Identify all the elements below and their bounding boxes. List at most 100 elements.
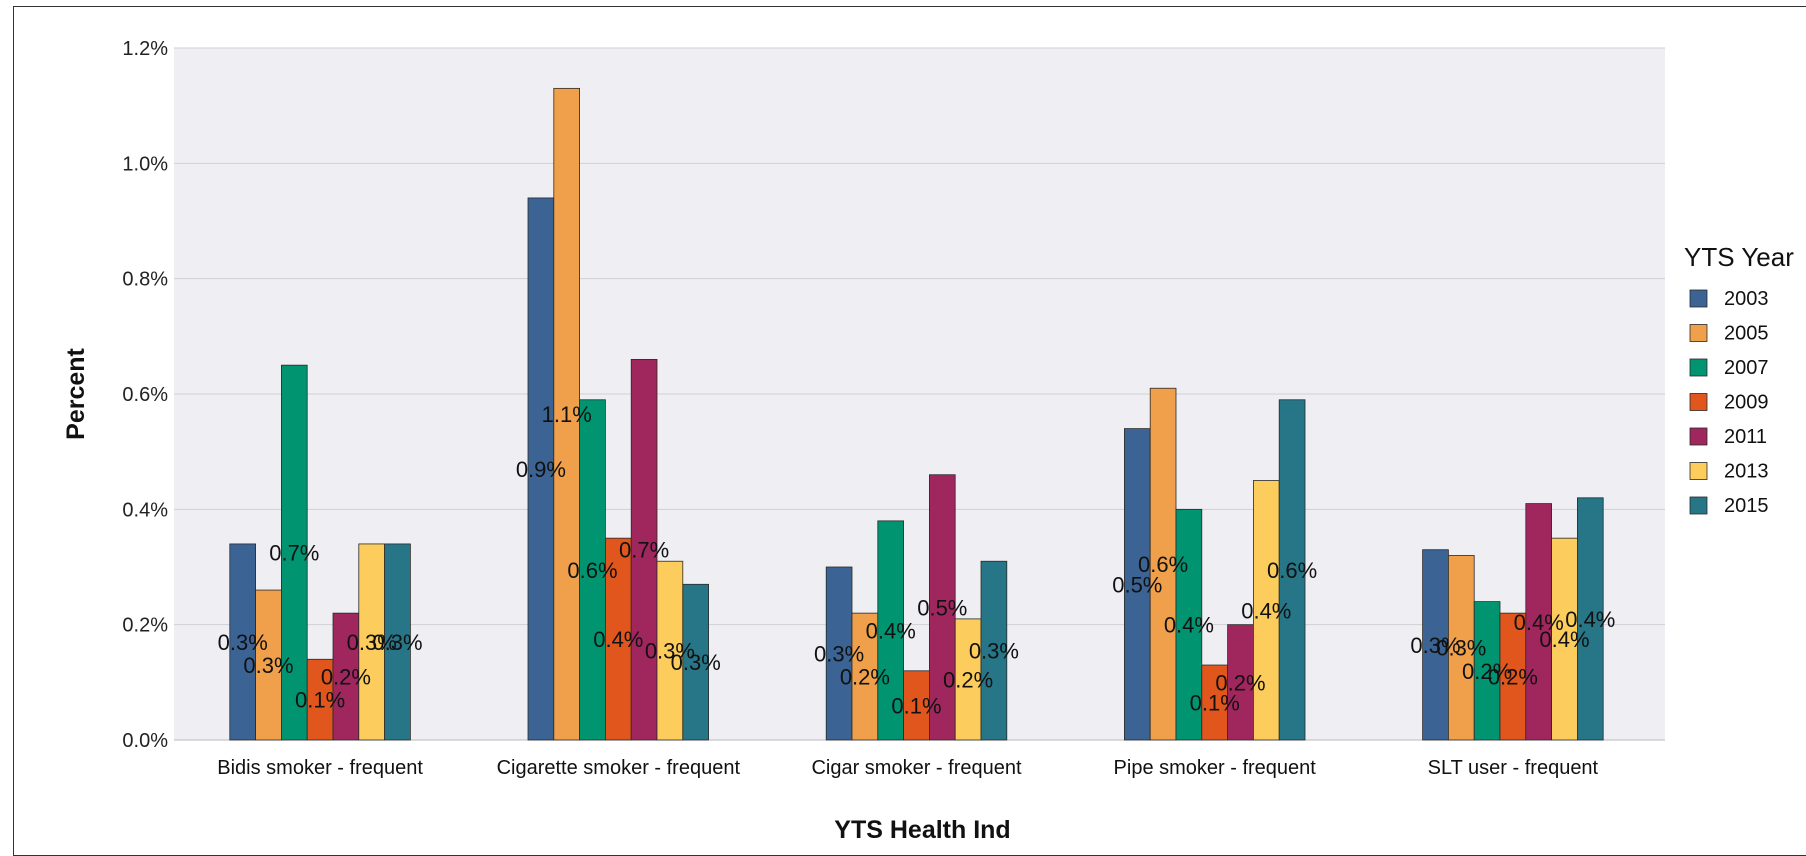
bar	[1253, 480, 1280, 741]
bar	[630, 358, 658, 741]
bar	[553, 87, 580, 741]
legend-swatch	[1689, 289, 1708, 308]
data-label: 0.2%	[321, 665, 371, 690]
x-tick-label: Bidis smoker - frequent	[217, 757, 423, 779]
data-label: 0.6%	[567, 558, 617, 583]
data-label: 0.3%	[645, 639, 695, 664]
bar	[1149, 387, 1177, 741]
bar	[1278, 399, 1306, 741]
data-label: 0.5%	[917, 595, 967, 620]
bar	[929, 474, 956, 741]
bar	[229, 543, 257, 741]
data-label: 0.2%	[943, 667, 993, 692]
data-label: 0.3%	[671, 650, 721, 675]
data-label: 0.9%	[516, 457, 566, 482]
legend-swatch	[1689, 427, 1708, 446]
legend-label: 2003	[1724, 288, 1769, 310]
data-label: 0.7%	[619, 538, 669, 563]
data-label: 0.3%	[347, 630, 397, 655]
x-tick-label: Pipe smoker - frequent	[1114, 757, 1317, 779]
bar	[358, 543, 385, 741]
data-label: 0.1%	[1190, 691, 1240, 716]
data-label: 0.3%	[218, 630, 268, 655]
bar	[877, 520, 904, 741]
legend-label: 2013	[1724, 461, 1769, 483]
bar	[1473, 601, 1501, 741]
data-labels: 0.3%0.3%0.7%0.1%0.2%0.3%0.3%0.9%1.1%0.6%…	[218, 402, 1616, 718]
bar	[1175, 508, 1203, 741]
bars	[229, 87, 1604, 741]
bar	[1227, 624, 1254, 741]
data-label: 0.3%	[372, 630, 422, 655]
bar	[306, 658, 334, 741]
bar	[384, 543, 411, 741]
bar	[1499, 612, 1527, 741]
legend-label: 2011	[1724, 426, 1767, 448]
data-label: 0.7%	[269, 541, 319, 566]
legend-swatch	[1689, 393, 1708, 411]
legend-swatch	[1689, 496, 1708, 515]
data-label: 0.1%	[295, 688, 345, 713]
data-label: 0.1%	[891, 693, 941, 718]
legend-swatch	[1689, 358, 1708, 377]
data-label: 0.4%	[593, 627, 643, 652]
legend-label: 2007	[1724, 357, 1769, 379]
legend-swatch	[1689, 462, 1708, 480]
bar	[605, 537, 632, 741]
x-tick-label: Cigarette smoker - frequent	[497, 757, 741, 779]
y-tick-label: 0.8%	[122, 269, 168, 291]
data-label: 0.4%	[1514, 610, 1564, 635]
bar	[1551, 537, 1578, 741]
legend-label: 2009	[1724, 392, 1769, 414]
data-label: 0.3%	[1436, 636, 1486, 661]
bar	[825, 566, 853, 741]
y-axis-ticks: 0.0% 0.2% 0.4% 0.6% 0.8% 1.0% 1.2%	[122, 38, 168, 752]
data-label: 0.3%	[969, 639, 1019, 664]
x-tick-label: SLT user - frequent	[1428, 757, 1599, 779]
data-label: 1.1%	[542, 402, 592, 427]
legend-label: 2005	[1724, 323, 1769, 345]
bar	[255, 589, 282, 741]
legend: YTS Year 2003 2005 2007 2009 2011 2013 2015	[1684, 242, 1794, 517]
y-tick-label: 0.4%	[122, 499, 168, 521]
data-label: 0.3%	[243, 653, 293, 678]
bar	[332, 612, 360, 741]
data-label: 0.2%	[1215, 670, 1265, 695]
bar	[954, 618, 982, 741]
data-label: 0.4%	[1241, 598, 1291, 623]
y-tick-label: 1.2%	[122, 38, 168, 60]
data-label: 0.6%	[1138, 552, 1188, 577]
data-label: 0.4%	[1164, 613, 1214, 638]
bar	[1525, 503, 1553, 741]
data-label: 0.2%	[840, 665, 890, 690]
bar	[1201, 664, 1229, 741]
bar	[980, 560, 1008, 741]
bar	[1422, 549, 1449, 741]
bar	[1577, 497, 1604, 741]
legend-label: 2015	[1724, 495, 1769, 517]
y-tick-label: 0.6%	[122, 384, 168, 406]
y-tick-label: 1.0%	[122, 153, 168, 175]
legend-title: YTS Year	[1684, 242, 1794, 272]
data-label: 0.4%	[1539, 627, 1589, 652]
y-tick-label: 0.0%	[122, 730, 168, 752]
data-label: 0.5%	[1112, 572, 1162, 597]
legend-swatch	[1689, 324, 1708, 342]
x-axis-title: YTS Health Ind	[834, 816, 1010, 844]
data-label: 0.6%	[1267, 558, 1317, 583]
bar	[851, 612, 879, 741]
data-label: 0.4%	[866, 618, 916, 643]
data-label: 0.2%	[1462, 659, 1512, 684]
y-axis-title: Percent	[62, 347, 90, 439]
bar	[579, 399, 606, 741]
bar	[1124, 428, 1151, 741]
bar	[903, 670, 930, 741]
bar	[682, 583, 709, 741]
bar	[1448, 555, 1475, 741]
bar	[280, 364, 308, 741]
bar	[656, 560, 684, 741]
data-label: 0.3%	[1410, 633, 1460, 658]
x-tick-label: Cigar smoker - frequent	[811, 757, 1022, 779]
data-label: 0.2%	[1488, 665, 1538, 690]
data-label: 0.4%	[1565, 607, 1615, 632]
